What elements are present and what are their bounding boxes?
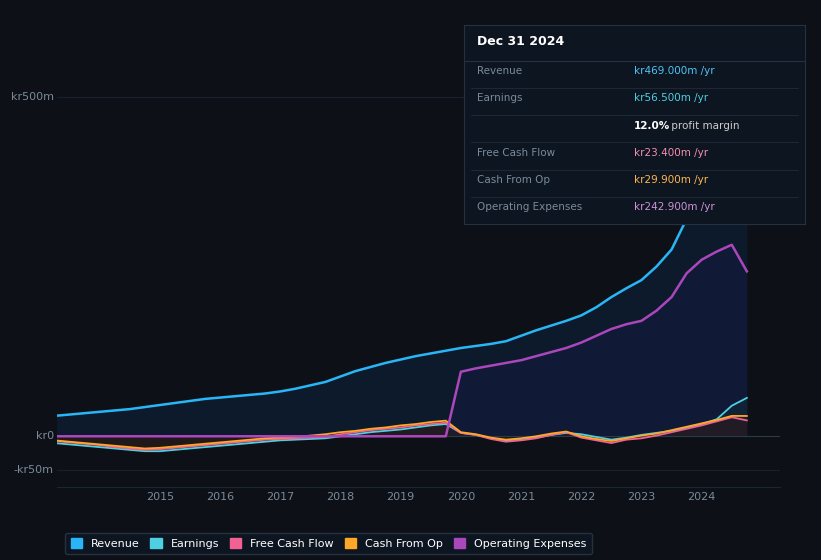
Text: kr29.900m /yr: kr29.900m /yr [635,175,709,185]
Text: -kr50m: -kr50m [14,465,54,475]
Text: kr0: kr0 [36,431,54,441]
Text: kr500m: kr500m [11,92,54,102]
Text: profit margin: profit margin [668,120,740,130]
Legend: Revenue, Earnings, Free Cash Flow, Cash From Op, Operating Expenses: Revenue, Earnings, Free Cash Flow, Cash … [65,533,592,554]
Text: Cash From Op: Cash From Op [478,175,551,185]
Text: Free Cash Flow: Free Cash Flow [478,148,556,158]
Text: kr23.400m /yr: kr23.400m /yr [635,148,709,158]
Text: kr242.900m /yr: kr242.900m /yr [635,202,715,212]
Text: Dec 31 2024: Dec 31 2024 [478,35,565,48]
Text: kr469.000m /yr: kr469.000m /yr [635,66,715,76]
Text: kr56.500m /yr: kr56.500m /yr [635,94,709,104]
Text: Revenue: Revenue [478,66,523,76]
Text: Earnings: Earnings [478,94,523,104]
Text: Operating Expenses: Operating Expenses [478,202,583,212]
Text: 12.0%: 12.0% [635,120,671,130]
